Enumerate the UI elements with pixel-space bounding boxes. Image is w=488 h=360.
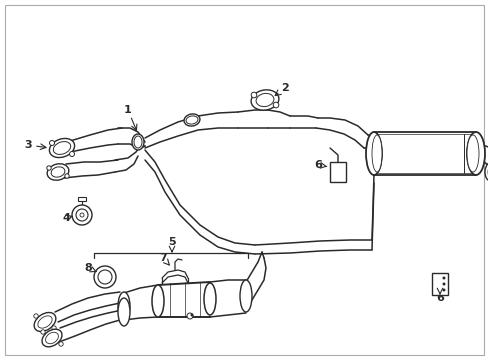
Ellipse shape [371, 135, 381, 172]
Ellipse shape [442, 288, 445, 292]
Ellipse shape [152, 285, 163, 317]
Ellipse shape [484, 162, 488, 181]
Text: 3: 3 [24, 140, 32, 150]
Text: 8: 8 [84, 263, 92, 273]
Ellipse shape [49, 140, 54, 145]
Ellipse shape [51, 167, 65, 177]
Bar [431, 273, 447, 295]
Ellipse shape [183, 114, 200, 126]
Ellipse shape [47, 164, 69, 180]
Ellipse shape [69, 152, 74, 157]
Ellipse shape [72, 205, 92, 225]
Ellipse shape [45, 332, 58, 344]
Ellipse shape [34, 312, 56, 332]
Ellipse shape [42, 329, 62, 347]
Ellipse shape [134, 136, 142, 148]
Text: 2: 2 [281, 83, 288, 93]
Ellipse shape [190, 314, 193, 316]
Ellipse shape [251, 90, 278, 110]
Text: 6: 6 [313, 160, 321, 170]
Ellipse shape [442, 276, 445, 279]
Text: 1: 1 [124, 105, 132, 115]
Ellipse shape [47, 166, 51, 170]
Ellipse shape [52, 326, 56, 330]
Ellipse shape [466, 135, 478, 172]
Ellipse shape [34, 314, 38, 318]
Ellipse shape [76, 209, 88, 221]
Text: 5: 5 [168, 237, 176, 247]
Ellipse shape [53, 141, 71, 154]
Ellipse shape [273, 102, 278, 108]
Ellipse shape [442, 283, 445, 285]
Ellipse shape [118, 298, 130, 326]
Ellipse shape [59, 342, 63, 346]
Ellipse shape [38, 316, 52, 328]
Ellipse shape [41, 330, 45, 334]
Ellipse shape [487, 165, 488, 179]
Bar [329, 162, 346, 182]
Ellipse shape [49, 139, 75, 158]
Ellipse shape [94, 266, 116, 288]
Ellipse shape [80, 213, 84, 217]
Ellipse shape [185, 116, 198, 124]
Ellipse shape [118, 292, 130, 320]
Text: 4: 4 [62, 213, 70, 223]
Bar [78, 197, 86, 201]
Ellipse shape [240, 280, 251, 312]
Text: 7: 7 [159, 253, 166, 263]
Ellipse shape [203, 283, 216, 315]
Ellipse shape [65, 174, 69, 178]
Ellipse shape [251, 92, 256, 98]
Ellipse shape [365, 132, 381, 175]
Ellipse shape [98, 270, 112, 284]
Ellipse shape [256, 93, 273, 107]
Ellipse shape [132, 134, 143, 150]
Ellipse shape [186, 313, 193, 319]
Ellipse shape [466, 132, 484, 175]
Text: 6: 6 [435, 293, 443, 303]
